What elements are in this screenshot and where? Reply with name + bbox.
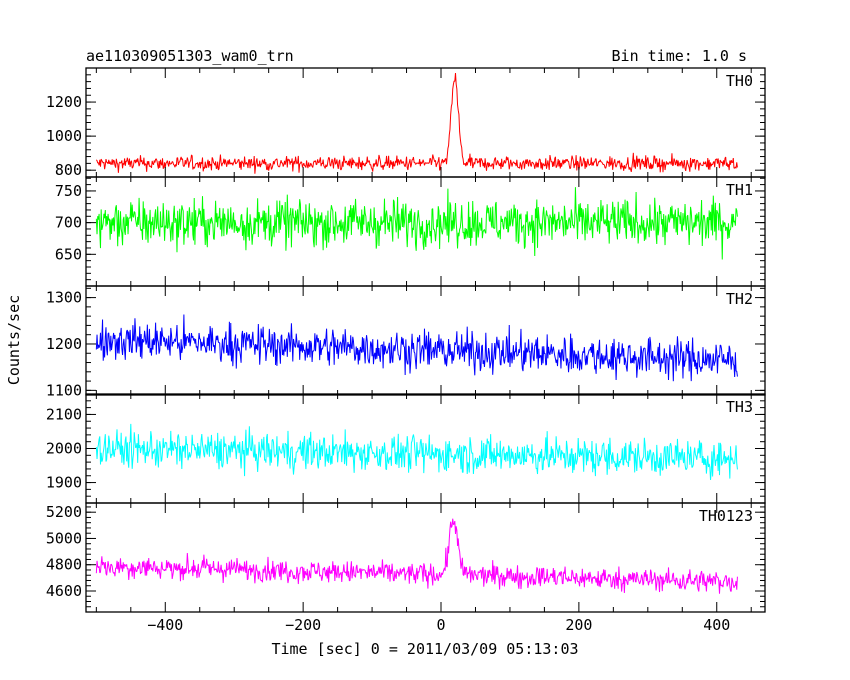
x-tick-label: 400 [703,616,730,634]
panel-th3: 1900 2000 2100 TH3 [46,393,766,504]
panel-label: TH1 [726,181,753,199]
panel-th0: 800 1000 1200 TH0 [46,67,766,179]
series-line-th0 [95,72,738,174]
panel-th2: 1100 1200 1300 TH2 [46,285,766,399]
panel-frame [85,285,766,396]
panel-frame [85,502,766,613]
panels-group: 800 1000 1200 TH0 650 700 750 TH1 1100 1200 1300 TH… [46,67,766,634]
series-line-th2 [95,314,738,382]
panel-label: TH3 [726,398,753,416]
y-tick-label: 1200 [46,335,82,353]
panel-th1: 650 700 750 TH1 [55,176,766,287]
y-tick-label: 1900 [46,474,82,492]
y-tick-label: 4800 [46,556,82,574]
x-tick-label: 0 [436,616,445,634]
chart-title: ae110309051303_wam0_trn [86,47,294,65]
y-tick-label: 1300 [46,289,82,307]
y-axis-label: Counts/sec [5,295,23,385]
panel-label: TH2 [726,290,753,308]
x-axis-label: Time [sec] 0 = 2011/03/09 05:13:03 [271,640,578,658]
series-line-th3 [95,423,738,481]
y-tick-label: 4600 [46,582,82,600]
x-tick-label: 200 [565,616,592,634]
y-tick-label: 5000 [46,529,82,547]
y-tick-label: 700 [55,214,82,232]
series-line-th0123 [95,518,738,594]
series-line-th1 [95,187,738,260]
panel-th0123: 4600 4800 5000 5200 TH0123 [46,502,766,613]
y-tick-label: 2000 [46,440,82,458]
y-tick-label: 2100 [46,405,82,423]
y-tick-label: 1000 [46,127,82,145]
y-tick-label: 800 [55,161,82,179]
bin-time-label: Bin time: 1.0 s [612,47,747,65]
y-tick-label: 650 [55,245,82,263]
y-tick-label: 1200 [46,93,82,111]
y-tick-label: 750 [55,182,82,200]
panel-label: TH0 [726,72,753,90]
x-tick-label: −400 [147,616,183,634]
x-tick-label: −200 [285,616,321,634]
y-tick-label: 1100 [46,381,82,399]
panel-label: TH0123 [699,507,753,525]
y-tick-label: 5200 [46,503,82,521]
